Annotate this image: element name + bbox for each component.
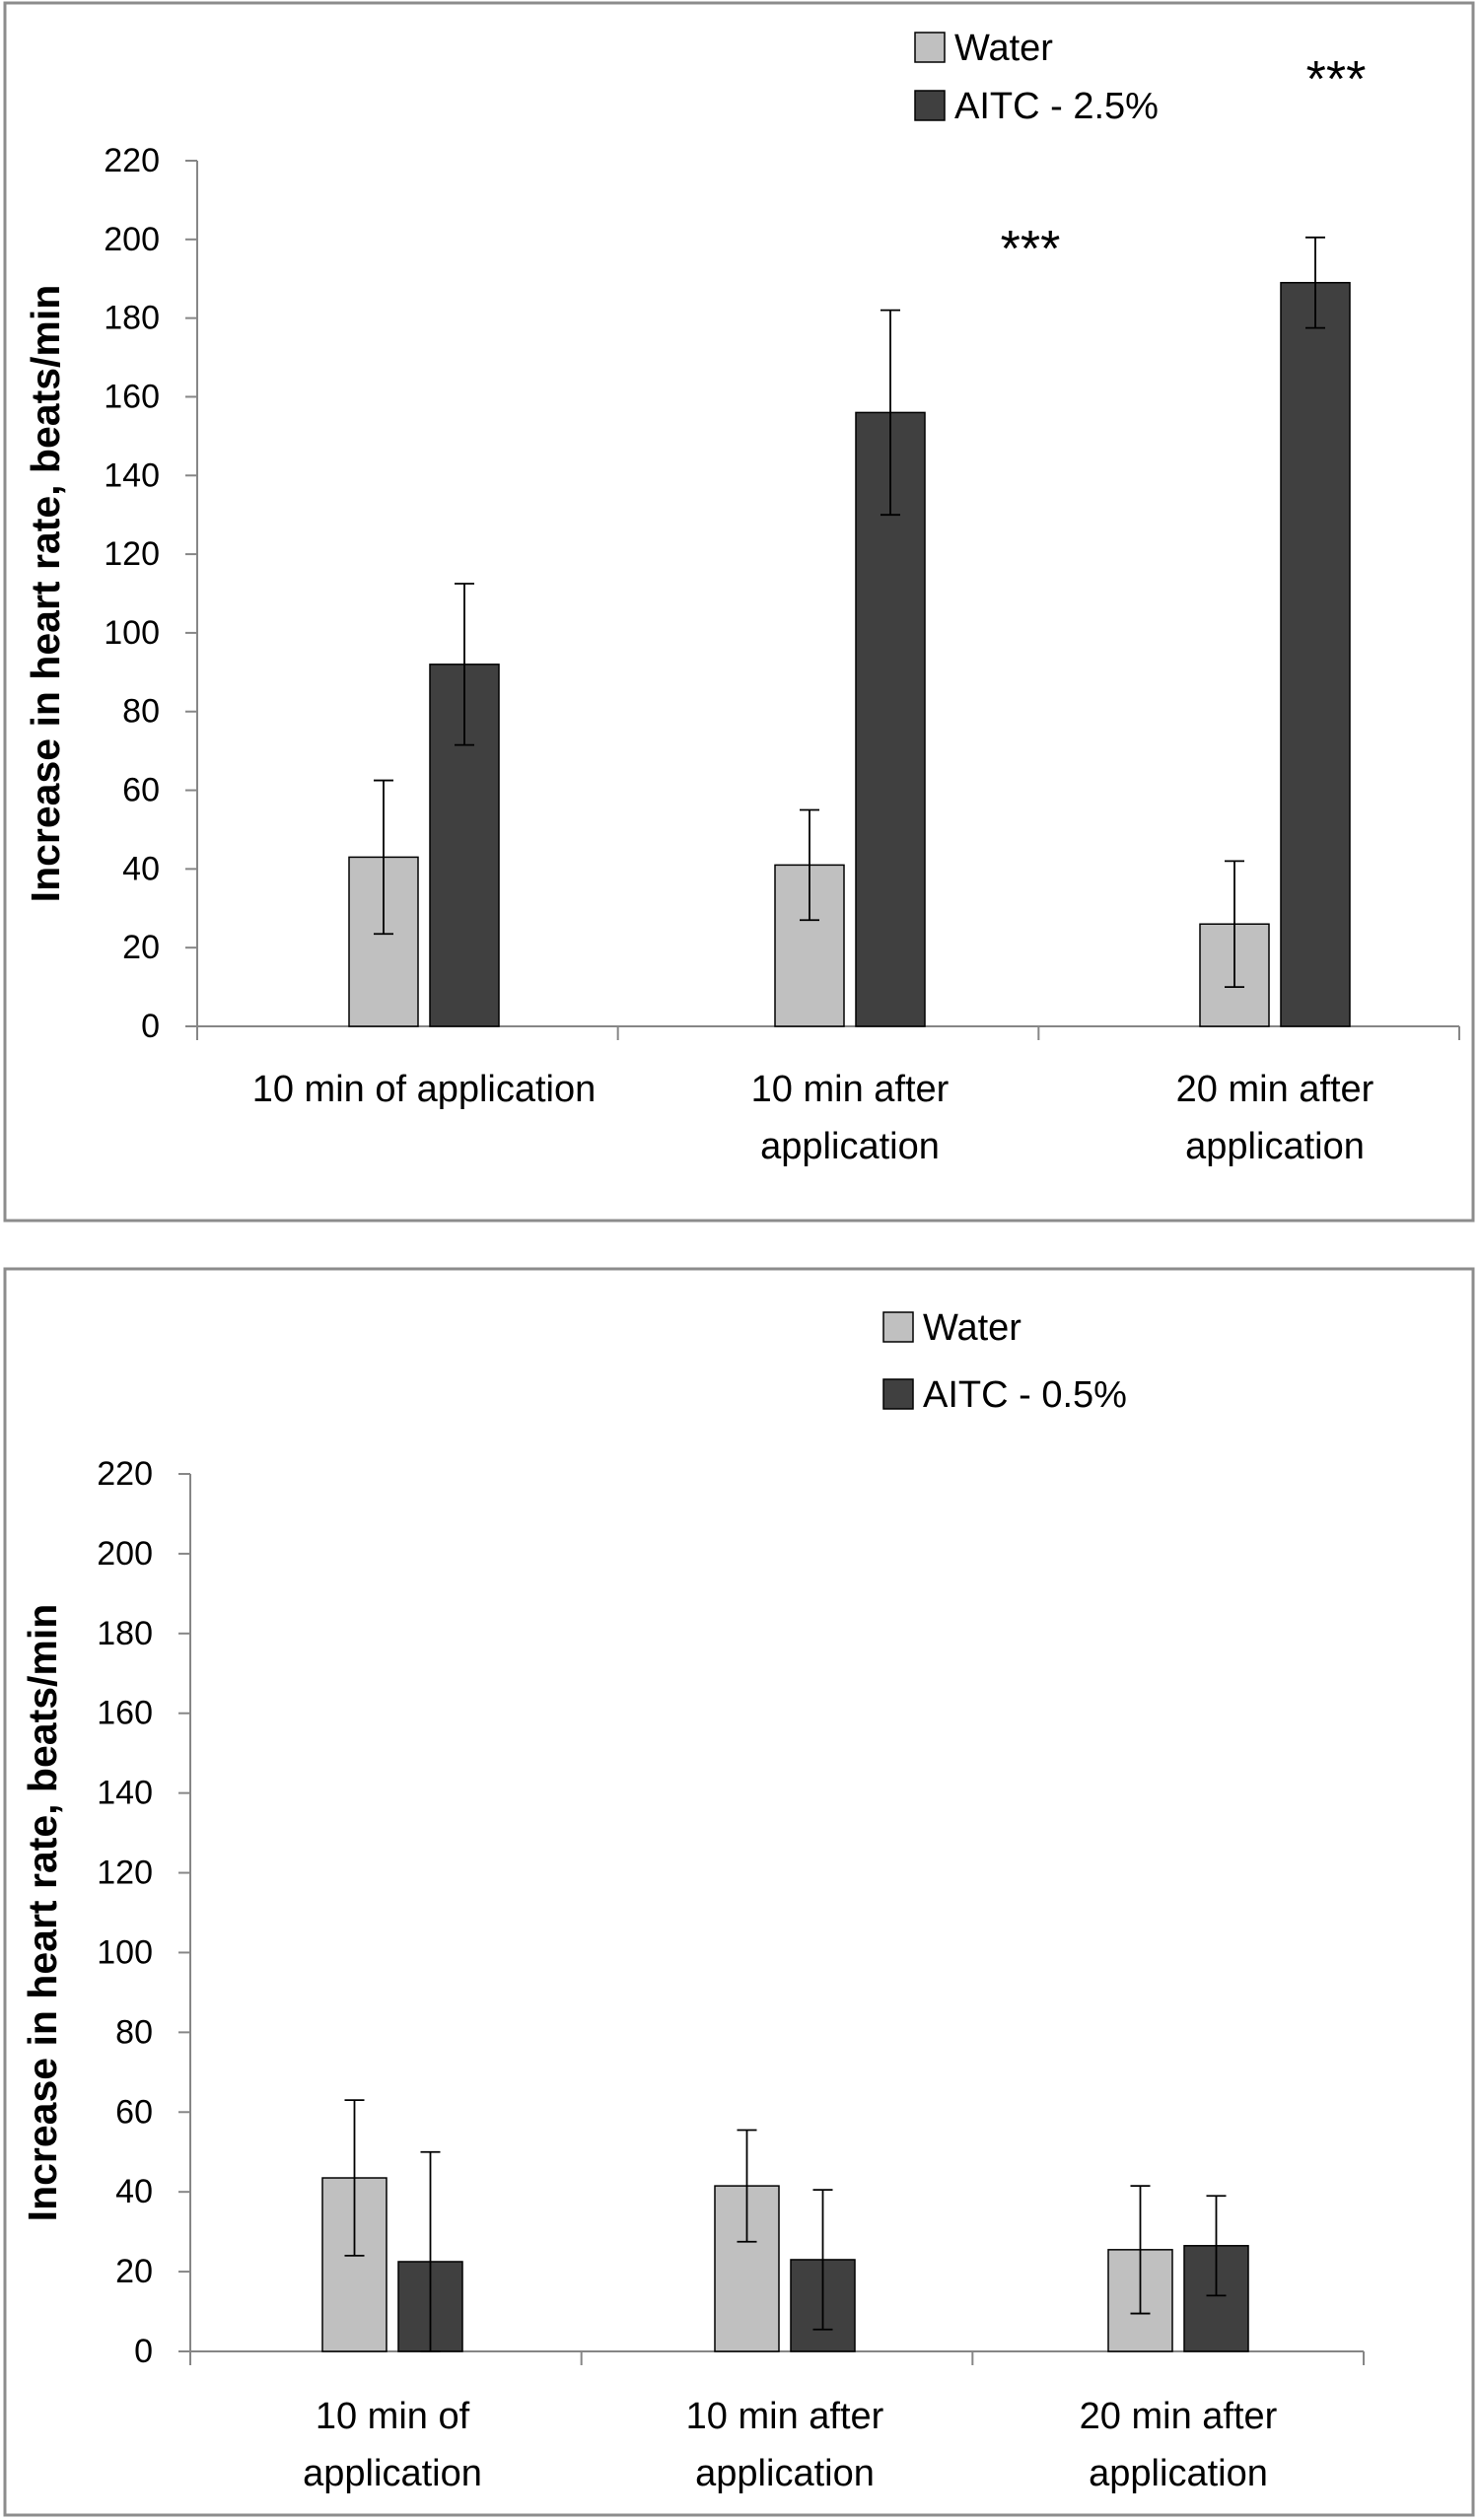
legend-label: AITC - 2.5% [954, 86, 1159, 127]
y-tick-label: 180 [104, 300, 160, 337]
x-tick-label-line: 10 min of [316, 2396, 470, 2437]
y-tick-label: 40 [122, 850, 160, 887]
y-tick-label: 60 [122, 772, 160, 809]
y-tick-label: 0 [134, 2333, 153, 2370]
x-tick-label-line: application [1089, 2453, 1268, 2494]
x-tick-label: 10 min after application [751, 1069, 950, 1167]
x-tick-label: 10 min of application [252, 1069, 597, 1110]
x-tick-label-line: application [695, 2453, 875, 2494]
x-tick-label-line: 10 min after [751, 1069, 950, 1110]
y-tick-label: 220 [104, 142, 160, 179]
x-tick-label: 20 min after application [1176, 1069, 1374, 1167]
bar-aitc [1280, 281, 1351, 1027]
significance-marker: *** [1306, 51, 1367, 108]
y-tick-label: 100 [104, 614, 160, 652]
legend-swatch-water [882, 1311, 914, 1343]
y-tick-label: 80 [122, 693, 160, 731]
chart-border [3, 1, 1475, 1223]
y-tick-label: 0 [141, 1008, 160, 1045]
y-tick-label: 120 [104, 535, 160, 573]
y-tick-label: 20 [122, 929, 160, 966]
x-tick-label: 10 min after application [686, 2396, 884, 2494]
x-tick-label-line: application [760, 1126, 940, 1167]
legend-swatch-aitc [914, 90, 946, 121]
legend-label: AITC - 0.5% [923, 1374, 1127, 1416]
bar-water [321, 2177, 387, 2352]
x-tick-label: 10 min of application [303, 2396, 482, 2494]
y-tick-label: 40 [115, 2173, 153, 2210]
chart-panel-2: 0 20 40 60 80 100 120 140 160 180 200 220 10 min of a… [3, 1267, 1475, 2517]
x-tick-label-line: 10 min after [686, 2396, 884, 2437]
y-tick-label: 220 [97, 1455, 153, 1493]
y-axis-label: Increase in heart rate, beats/min [20, 1604, 65, 2222]
y-tick-label: 180 [97, 1615, 153, 1652]
y-tick-label: 60 [115, 2093, 153, 2131]
y-axis-label: Increase in heart rate, beats/min [23, 285, 68, 903]
y-tick-label: 20 [115, 2253, 153, 2290]
legend-swatch-water [914, 32, 946, 63]
y-tick-label: 200 [97, 1535, 153, 1573]
legend-label: Water [923, 1307, 1021, 1349]
y-tick-label: 140 [97, 1775, 153, 1812]
y-tick-label: 120 [97, 1855, 153, 1892]
x-tick-label-line: application [303, 2453, 482, 2494]
significance-marker: *** [1001, 221, 1061, 278]
bar-water [774, 864, 845, 1027]
y-tick-label: 160 [97, 1695, 153, 1732]
legend-label: Water [954, 28, 1053, 69]
x-tick-label-line: 10 min of application [252, 1069, 597, 1110]
x-tick-label-line: 20 min after [1176, 1069, 1374, 1110]
legend-swatch-aitc [882, 1378, 914, 1410]
y-tick-label: 140 [104, 456, 160, 494]
y-tick-label: 100 [97, 1933, 153, 1971]
x-tick-label-line: application [1185, 1126, 1365, 1167]
y-tick-label: 80 [115, 2013, 153, 2051]
chart-panel-1: 0 20 40 60 80 100 120 140 160 180 200 220 10 min of … [3, 1, 1475, 1223]
y-tick-label: 200 [104, 221, 160, 258]
y-tick-label: 160 [104, 378, 160, 415]
x-tick-label: 20 min after application [1080, 2396, 1278, 2494]
x-tick-label-line: 20 min after [1080, 2396, 1278, 2437]
